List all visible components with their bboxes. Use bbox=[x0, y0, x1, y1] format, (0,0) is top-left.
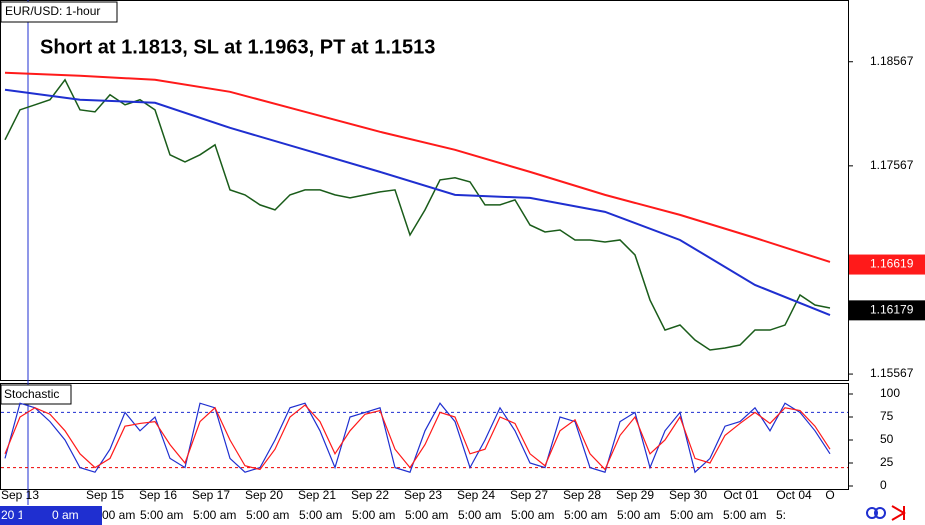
x-tick-label: Sep 22 bbox=[351, 488, 389, 502]
y-tick-label: 100 bbox=[880, 386, 900, 400]
stochastic-box bbox=[0, 384, 72, 405]
y-tick-label: 25 bbox=[880, 455, 894, 469]
price-label-box bbox=[849, 254, 925, 275]
icons[interactable] bbox=[866, 505, 906, 521]
time-label: 0 am bbox=[52, 508, 79, 522]
price-frame bbox=[0, 0, 849, 381]
time-label: 5:00 am bbox=[193, 508, 236, 522]
x-tick-label: Sep 29 bbox=[616, 488, 654, 502]
time-label: 5:00 am bbox=[352, 508, 395, 522]
price-label: 1.16179 bbox=[870, 303, 914, 317]
time-label: 5:00 am bbox=[723, 508, 766, 522]
x-tick-label: Sep 30 bbox=[669, 488, 707, 502]
stochastic-line bbox=[4, 404, 831, 471]
x-tick-label: Sep 17 bbox=[192, 488, 230, 502]
time-label: 5:00 am bbox=[511, 508, 554, 522]
x-tick-label: Oct 04 bbox=[776, 488, 812, 502]
stochastic-line bbox=[4, 402, 831, 474]
time-label: 5:00 am bbox=[564, 508, 607, 522]
x-tick-label: Sep 28 bbox=[563, 488, 601, 502]
time-label: 5:00 am bbox=[140, 508, 183, 522]
time-label: 20 1 bbox=[1, 508, 25, 522]
x-tick-label: Sep 24 bbox=[457, 488, 495, 502]
x-tick-label: Sep 16 bbox=[139, 488, 177, 502]
x-tick-label: Sep 13 bbox=[1, 488, 39, 502]
y-tick-label: 75 bbox=[880, 409, 894, 423]
time-label: 00 am bbox=[102, 508, 135, 522]
time-label: 5:00 am bbox=[458, 508, 501, 522]
x-tick-label: Sep 15 bbox=[86, 488, 124, 502]
x-tick-label: Sep 27 bbox=[510, 488, 548, 502]
price-line bbox=[4, 88, 831, 316]
x-tick-label: Sep 20 bbox=[245, 488, 283, 502]
price-line bbox=[4, 71, 831, 263]
time-label: 5:00 am bbox=[405, 508, 448, 522]
y-tick-label: 1.18567 bbox=[870, 54, 914, 68]
stochastic-frame bbox=[0, 383, 849, 490]
annotation: Short at 1.1813, SL at 1.1963, PT at 1.1… bbox=[40, 36, 435, 58]
price-label: 1.16619 bbox=[870, 257, 914, 271]
time-label: 5:00 am bbox=[299, 508, 342, 522]
stochastic-title: Stochastic bbox=[4, 387, 59, 401]
time-label: 5: bbox=[776, 508, 786, 522]
icon-link[interactable] bbox=[866, 507, 878, 519]
title-box bbox=[0, 1, 118, 23]
time-highlight bbox=[22, 506, 102, 525]
y-tick-label: 1.15567 bbox=[870, 366, 914, 380]
time-highlight bbox=[0, 506, 22, 525]
y-tick-label: 50 bbox=[880, 432, 894, 446]
x-tick-label: Oct 01 bbox=[723, 488, 759, 502]
price-label-box bbox=[849, 300, 925, 321]
time-label: 5:00 am bbox=[670, 508, 713, 522]
time-label: 5:00 am bbox=[617, 508, 660, 522]
x-tick-label: O bbox=[825, 488, 834, 502]
icon-arrow[interactable] bbox=[891, 505, 906, 521]
time-label: 5:00 am bbox=[246, 508, 289, 522]
chart-title: EUR/USD: 1-hour bbox=[5, 4, 100, 18]
x-tick-label: Sep 23 bbox=[404, 488, 442, 502]
icon-link[interactable] bbox=[874, 507, 886, 519]
x-tick-label: Sep 21 bbox=[298, 488, 336, 502]
y-tick-label: 1.17567 bbox=[870, 158, 914, 172]
y-tick-label: 0 bbox=[880, 478, 887, 492]
